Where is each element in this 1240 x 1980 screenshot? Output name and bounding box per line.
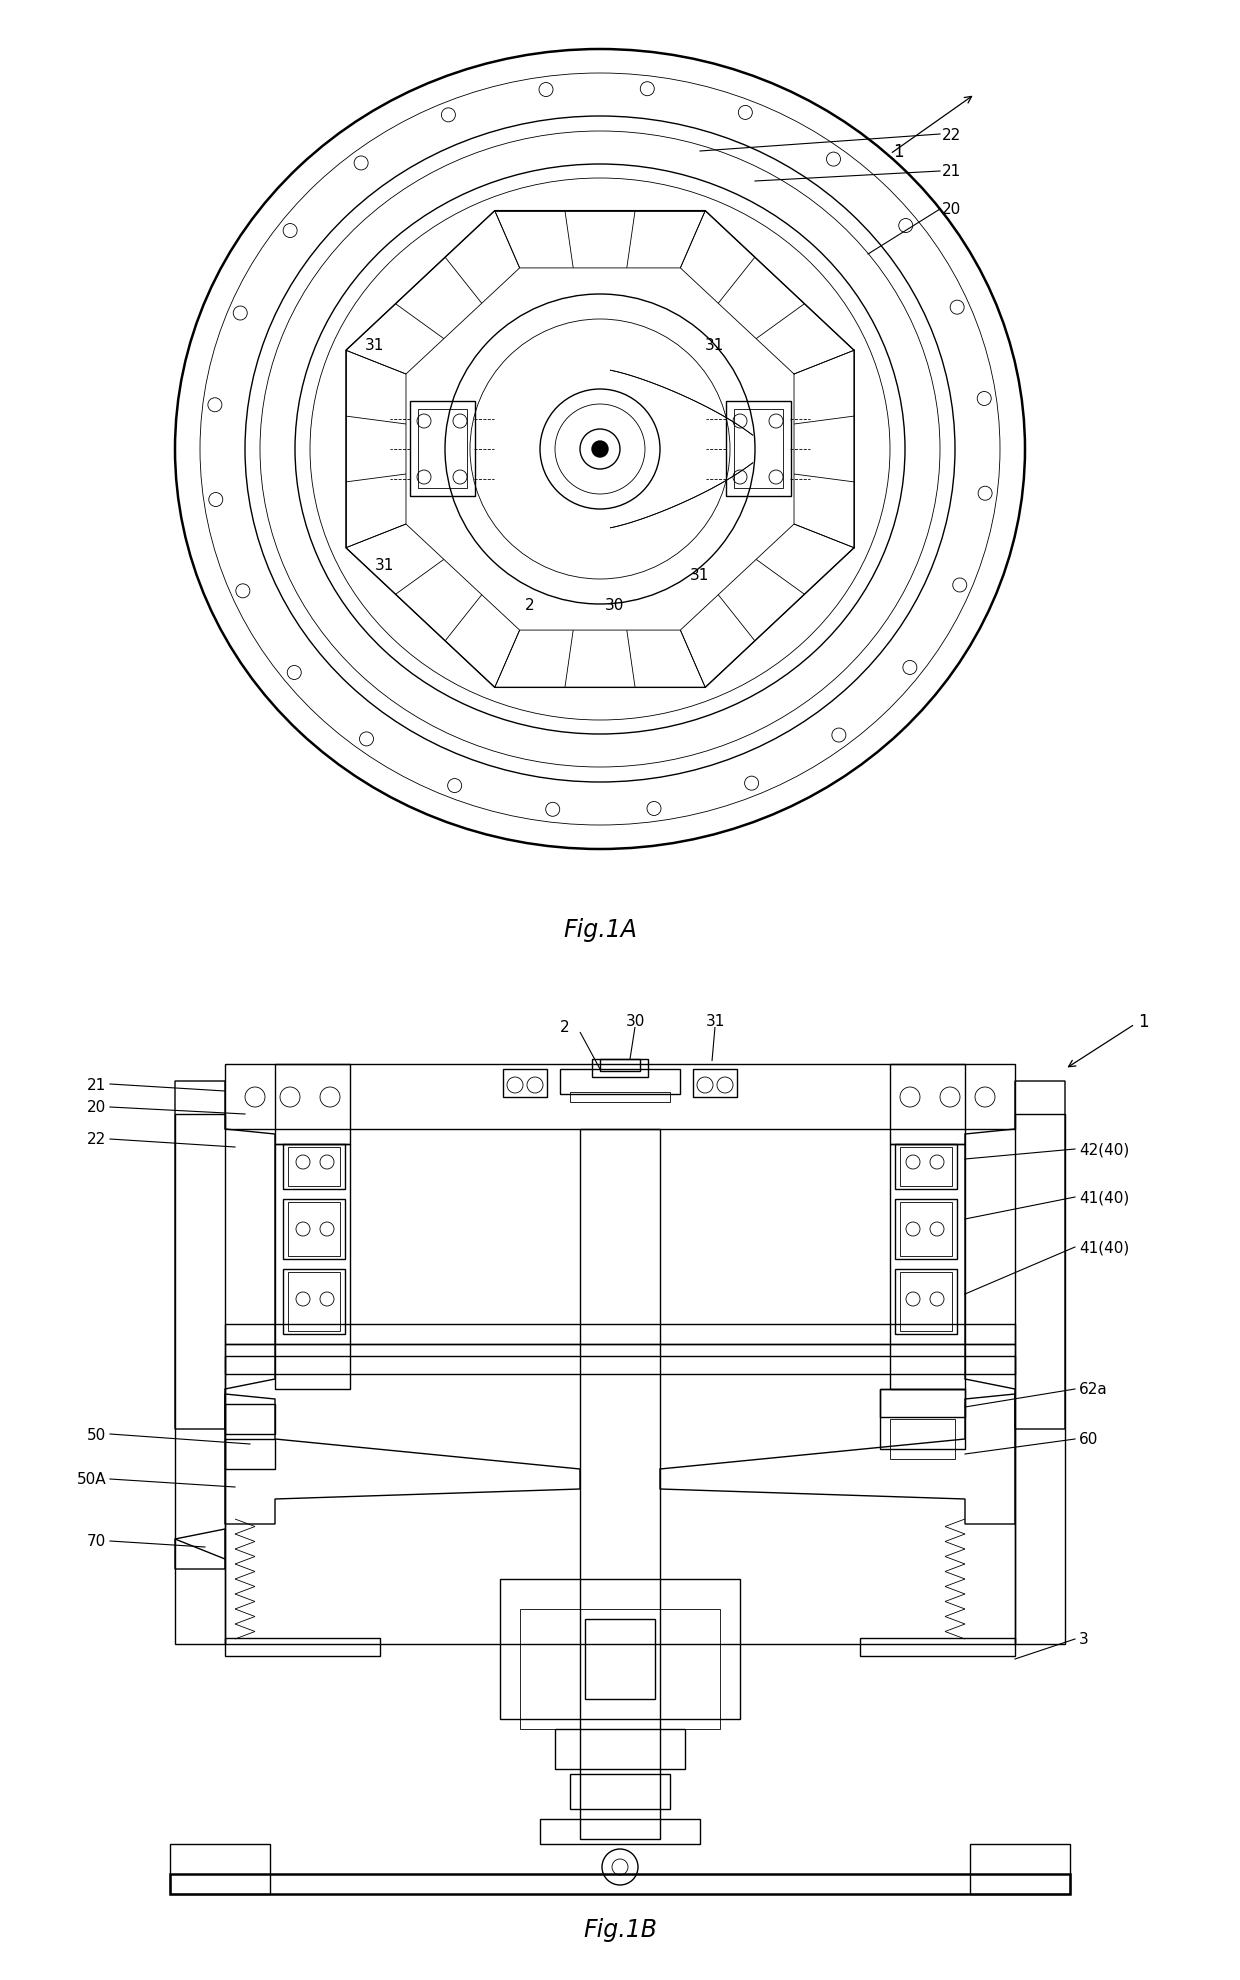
Text: 21: 21 (942, 164, 961, 180)
Text: 31: 31 (706, 337, 724, 352)
Bar (170, 1873, 1070, 1895)
Bar (520, 1610, 720, 1729)
Bar (275, 1065, 350, 1144)
Bar (539, 1820, 701, 1843)
Bar (170, 1843, 270, 1895)
Text: 21: 21 (87, 1077, 105, 1091)
Text: 60: 60 (1079, 1432, 1099, 1447)
Bar (600, 1059, 640, 1071)
Bar (224, 1439, 275, 1469)
Bar (224, 1356, 1016, 1374)
Text: 2: 2 (525, 598, 534, 612)
Text: 42(40): 42(40) (1079, 1142, 1130, 1156)
Bar (880, 1390, 965, 1418)
Text: 20: 20 (87, 1101, 105, 1115)
Text: 50: 50 (87, 1428, 105, 1441)
Text: 2: 2 (560, 1020, 570, 1036)
Bar (725, 402, 791, 497)
Bar (224, 1344, 1016, 1643)
Bar (224, 1065, 1016, 1129)
Text: 20: 20 (942, 202, 961, 218)
Bar (734, 410, 782, 489)
Bar (591, 1059, 649, 1077)
Bar (288, 1202, 340, 1257)
Bar (224, 1404, 275, 1434)
Bar (890, 1144, 965, 1390)
Text: 41(40): 41(40) (1079, 1239, 1130, 1255)
Bar (283, 1200, 345, 1259)
Text: 31: 31 (689, 566, 709, 582)
Bar (500, 1580, 740, 1719)
Text: 41(40): 41(40) (1079, 1190, 1130, 1206)
Bar (224, 1637, 379, 1655)
Circle shape (591, 442, 608, 457)
Text: Fig.1B: Fig.1B (583, 1917, 657, 1940)
Bar (224, 1325, 1016, 1344)
Bar (585, 1620, 655, 1699)
Text: 30: 30 (625, 1014, 645, 1030)
Bar (880, 1390, 965, 1449)
Bar (693, 1069, 737, 1097)
Bar (283, 1269, 345, 1335)
Text: Fig.1A: Fig.1A (563, 917, 637, 942)
Bar (560, 1069, 680, 1095)
Bar (288, 1148, 340, 1186)
Text: 30: 30 (605, 598, 625, 612)
Text: 31: 31 (374, 556, 394, 572)
Text: 31: 31 (706, 1014, 724, 1030)
Bar (283, 1144, 345, 1190)
Bar (900, 1202, 952, 1257)
Bar (900, 1148, 952, 1186)
Text: 62a: 62a (1079, 1382, 1107, 1396)
Text: 31: 31 (365, 337, 384, 352)
Bar (970, 1843, 1070, 1895)
Text: 3: 3 (1079, 1632, 1089, 1647)
Bar (580, 1129, 660, 1839)
Bar (861, 1637, 1016, 1655)
Bar (895, 1269, 957, 1335)
Bar (895, 1200, 957, 1259)
Bar (410, 402, 475, 497)
Bar (890, 1420, 955, 1459)
Text: 50A: 50A (77, 1471, 105, 1487)
Text: 22: 22 (87, 1133, 105, 1146)
Bar (570, 1093, 670, 1103)
Text: 1: 1 (893, 143, 904, 160)
Bar (570, 1774, 670, 1810)
Bar (175, 1115, 224, 1643)
Text: 70: 70 (87, 1534, 105, 1548)
Bar (1016, 1115, 1065, 1643)
Text: 22: 22 (942, 127, 961, 143)
Bar (418, 410, 467, 489)
Bar (900, 1273, 952, 1331)
Text: 1: 1 (1138, 1012, 1148, 1030)
Bar (275, 1144, 350, 1390)
Bar (890, 1065, 965, 1144)
Bar (503, 1069, 547, 1097)
Bar (556, 1729, 684, 1768)
Bar (288, 1273, 340, 1331)
Bar (895, 1144, 957, 1190)
